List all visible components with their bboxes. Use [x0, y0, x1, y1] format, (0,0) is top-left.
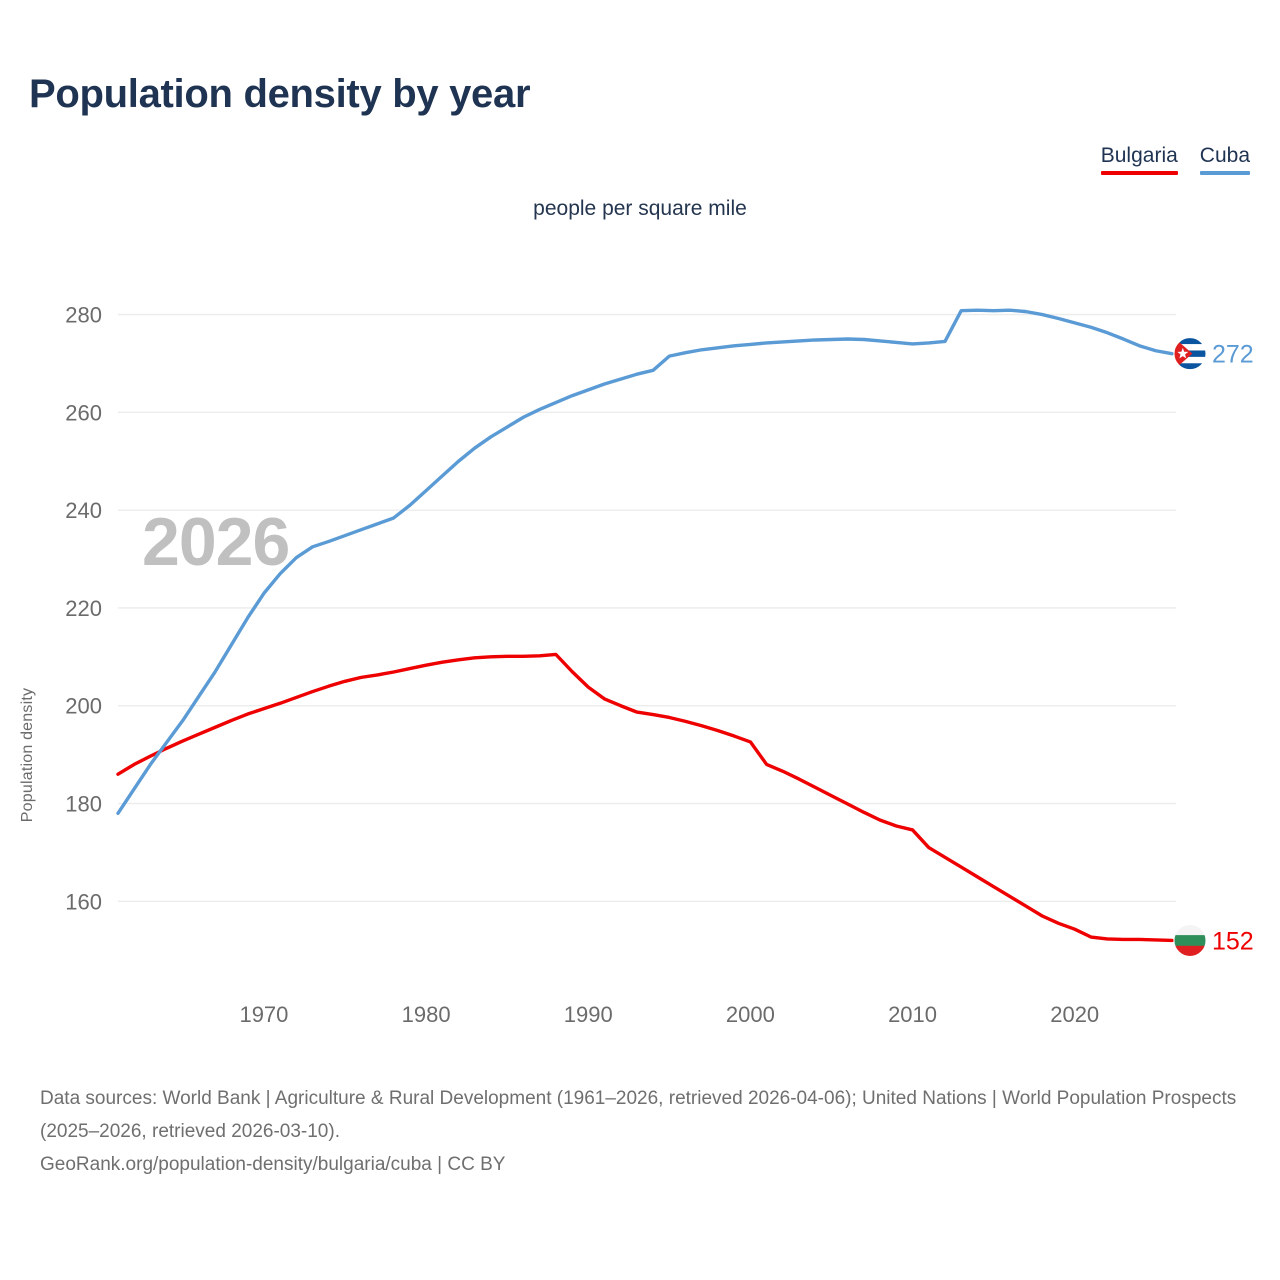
year-watermark: 2026 — [142, 504, 290, 580]
legend-item-bulgaria[interactable]: Bulgaria — [1100, 144, 1178, 175]
y-tick-label: 200 — [65, 694, 102, 719]
y-tick-label: 180 — [65, 792, 102, 817]
footer: Data sources: World Bank | Agriculture &… — [40, 1082, 1255, 1181]
x-tick-label: 1980 — [402, 1002, 451, 1027]
legend-swatch-cuba — [1199, 171, 1250, 175]
y-tick-label: 260 — [65, 400, 102, 425]
series-lines — [116, 308, 1174, 943]
gridlines — [118, 313, 1176, 903]
footer-attribution: GeoRank.org/population-density/bulgaria/… — [40, 1154, 506, 1175]
y-tick-label: 160 — [65, 889, 102, 914]
y-tick-label: 220 — [65, 596, 102, 621]
legend-item-cuba[interactable]: Cuba — [1199, 144, 1250, 175]
legend-label-cuba: Cuba — [1199, 144, 1250, 167]
series-line-bulgaria — [116, 652, 1174, 943]
footer-sources: Data sources: World Bank | Agriculture &… — [40, 1088, 1237, 1142]
series-line-cuba — [116, 308, 1174, 816]
legend-label-bulgaria: Bulgaria — [1100, 144, 1178, 167]
x-tick-label: 1970 — [239, 1002, 288, 1027]
end-markers: 152 272 — [1173, 337, 1254, 957]
chart-canvas: 160 180 200 220 240 260 280 1970 1980 1990 2000 20… — [65, 303, 1254, 1027]
page-title: Population density by year — [29, 72, 531, 116]
y-tick-label: 280 — [65, 303, 102, 328]
plot-area: Population density 2026 160 180 200 220 240 2… — [0, 250, 1280, 1050]
end-value-bulgaria: 152 — [1212, 927, 1254, 955]
x-tick-label: 2020 — [1050, 1002, 1099, 1027]
legend: Bulgaria Cuba — [1100, 144, 1250, 175]
x-tick-label: 1990 — [564, 1002, 613, 1027]
bulgaria-flag-icon — [1173, 923, 1207, 957]
x-tick-labels: 1970 1980 1990 2000 2010 2020 — [239, 1002, 1099, 1027]
cuba-flag-icon — [1173, 337, 1207, 371]
y-tick-labels: 160 180 200 220 240 260 280 — [65, 303, 102, 915]
x-tick-label: 2000 — [726, 1002, 775, 1027]
end-value-cuba: 272 — [1212, 341, 1254, 369]
x-tick-label: 2010 — [888, 1002, 937, 1027]
legend-swatch-bulgaria — [1100, 171, 1178, 175]
y-tick-label: 240 — [65, 498, 102, 523]
chart-subtitle: people per square mile — [533, 197, 747, 220]
